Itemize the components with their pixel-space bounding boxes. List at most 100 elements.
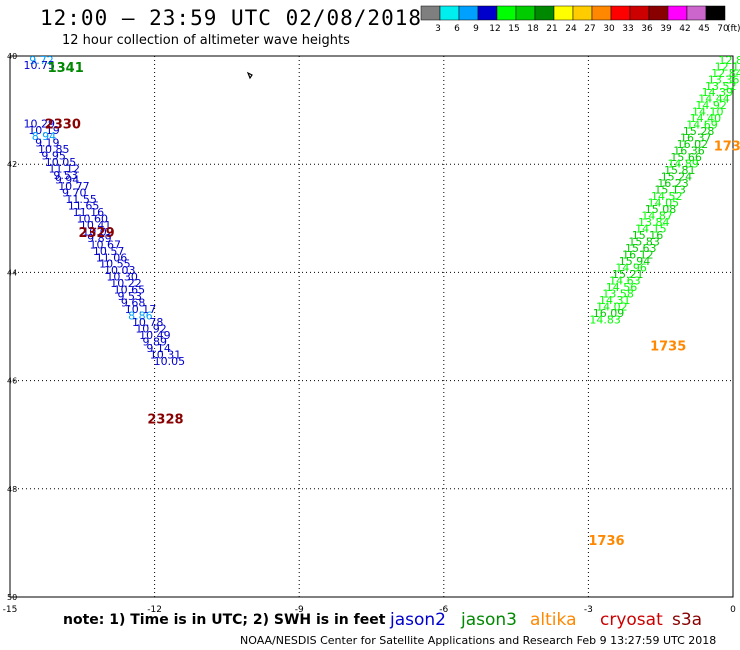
legend-tick-label: 33 bbox=[622, 24, 633, 34]
legend-swatch bbox=[439, 5, 460, 21]
wave-height-label: 15.83 bbox=[628, 236, 660, 249]
legend-swatch bbox=[458, 5, 479, 21]
pass-number-label: 2330 bbox=[45, 118, 81, 133]
pass-number-label: 1736 bbox=[588, 534, 624, 549]
wave-height-label: 8.86 bbox=[128, 310, 153, 323]
wave-height-label: 15.28 bbox=[683, 125, 715, 138]
legend-tick-label: 21 bbox=[546, 24, 557, 34]
wave-height-label: 14.05 bbox=[648, 197, 680, 210]
wave-height-label: 12.12 bbox=[715, 60, 740, 73]
wave-height-label: 10.05 bbox=[45, 156, 76, 169]
legend-swatch bbox=[610, 5, 631, 21]
page-title: 12:00 – 23:59 UTC 02/08/2018 bbox=[40, 6, 423, 30]
legend-swatch bbox=[496, 5, 517, 21]
lon-tick-label: -6 bbox=[439, 605, 448, 615]
legend-swatch bbox=[591, 5, 612, 21]
wave-height-label: 10.17 bbox=[125, 303, 157, 316]
wave-height-label: 10.77 bbox=[58, 180, 89, 193]
pass-number-label: 1735 bbox=[650, 339, 686, 354]
wave-height-label: 13.36 bbox=[708, 73, 740, 86]
wave-height-label: 14.87 bbox=[641, 210, 673, 223]
wave-height-label: 16.37 bbox=[680, 132, 712, 145]
legend-tick-label: 15 bbox=[508, 24, 519, 34]
wave-height-label: 15.81 bbox=[664, 164, 696, 177]
footnote: note: 1) Time is in UTC; 2) SWH is in fe… bbox=[63, 612, 386, 628]
legend-swatch bbox=[420, 5, 441, 21]
wave-height-label: 9.53 bbox=[53, 169, 78, 182]
wave-height-label: 16.02 bbox=[677, 138, 709, 151]
wave-height-label: 11.12 bbox=[49, 163, 80, 176]
wave-height-label: 10.02 bbox=[82, 225, 114, 238]
wave-height-label: 9.14 bbox=[146, 342, 171, 355]
legend-tick-label: 9 bbox=[473, 24, 479, 34]
wave-height-label: 15.66 bbox=[670, 151, 702, 164]
wave-height-label: 10.19 bbox=[28, 124, 60, 137]
legend-tick-label: 39 bbox=[660, 24, 672, 34]
legend-tick-label: 3 bbox=[435, 24, 441, 34]
wave-height-label: 14.56 bbox=[606, 281, 638, 294]
wave-height-label: 9.72 bbox=[29, 54, 53, 67]
wave-height-label: 10.78 bbox=[132, 316, 164, 329]
legend-swatch bbox=[705, 5, 726, 21]
wave-height-label: 15.16 bbox=[632, 229, 664, 242]
wave-height-label: 15.94 bbox=[619, 255, 651, 268]
lat-tick-label: 46 bbox=[7, 377, 17, 386]
legend-swatch bbox=[629, 5, 650, 21]
wave-height-label: 9.53 bbox=[117, 290, 141, 303]
wave-height-label: 14.52 bbox=[651, 190, 683, 203]
legend-swatch bbox=[477, 5, 498, 21]
wave-height-label: 14.96 bbox=[615, 262, 647, 275]
satellite-legend-jason3: jason3 bbox=[461, 610, 517, 630]
wave-height-label: 10.22 bbox=[110, 277, 142, 290]
wave-height-label: 11.16 bbox=[73, 206, 105, 219]
wave-height-label: 14.69 bbox=[686, 119, 718, 132]
wave-height-label: 9.68 bbox=[121, 297, 146, 310]
lon-tick-label: 0 bbox=[730, 605, 736, 615]
lon-tick-label: -15 bbox=[3, 605, 18, 615]
wave-height-label: 10.92 bbox=[135, 323, 167, 336]
lat-tick-label: 40 bbox=[7, 52, 17, 61]
wave-height-label: 10.67 bbox=[90, 238, 122, 251]
wave-height-label: 9.94 bbox=[55, 173, 80, 186]
legend-tick-label: 6 bbox=[454, 24, 460, 34]
legend-swatch bbox=[686, 5, 707, 21]
wave-height-label: 12.84 bbox=[711, 67, 740, 80]
legend-swatch bbox=[534, 5, 555, 21]
wave-height-label: 14.83 bbox=[589, 313, 621, 326]
lat-tick-label: 48 bbox=[7, 485, 17, 494]
lon-tick-label: -9 bbox=[295, 605, 304, 615]
wave-height-label: 13.84 bbox=[638, 216, 670, 229]
legend-tick-label: 12 bbox=[489, 24, 500, 34]
satellite-legend-jason2: jason2 bbox=[390, 610, 446, 630]
wave-height-label: 10.85 bbox=[38, 143, 70, 156]
legend-unit-label: (ft) bbox=[727, 24, 740, 34]
wave-height-label: 16.09 bbox=[593, 307, 625, 320]
legend-tick-label: 36 bbox=[641, 24, 653, 34]
wave-height-label: 16.12 bbox=[622, 249, 654, 262]
wave-height-label: 14.39 bbox=[702, 86, 734, 99]
wave-height-label: 10.05 bbox=[154, 355, 186, 368]
wave-height-label: 14.31 bbox=[599, 294, 631, 307]
credits-footer: NOAA/NESDIS Center for Satellite Applica… bbox=[240, 634, 717, 647]
lat-tick-label: 42 bbox=[7, 160, 17, 169]
wave-height-label: 16.23 bbox=[657, 177, 689, 190]
lat-tick-label: 50 bbox=[7, 593, 17, 602]
wave-height-label: 10.03 bbox=[104, 264, 135, 277]
wave-height-label: 14.15 bbox=[635, 223, 667, 236]
wave-height-label: 10.49 bbox=[139, 329, 171, 342]
wave-height-label: 10.57 bbox=[93, 245, 125, 258]
wave-height-label: 16.36 bbox=[673, 145, 705, 158]
wave-height-label: 14.02 bbox=[596, 300, 628, 313]
wave-height-label: 9.89 bbox=[87, 232, 112, 245]
wave-height-label: 14.89 bbox=[667, 158, 699, 171]
legend-tick-label: 45 bbox=[698, 24, 709, 34]
wave-height-label: 14.40 bbox=[690, 112, 722, 125]
wave-height-label: 9.89 bbox=[143, 336, 168, 349]
satellite-legend-cryosat: cryosat bbox=[600, 610, 663, 630]
wave-height-label: 13.52 bbox=[705, 80, 737, 93]
wave-height-label: 13.58 bbox=[602, 287, 634, 300]
wave-height-label: 15.13 bbox=[654, 184, 686, 197]
legend-tick-label: 42 bbox=[679, 24, 690, 34]
wave-height-label: 10.30 bbox=[106, 271, 137, 284]
